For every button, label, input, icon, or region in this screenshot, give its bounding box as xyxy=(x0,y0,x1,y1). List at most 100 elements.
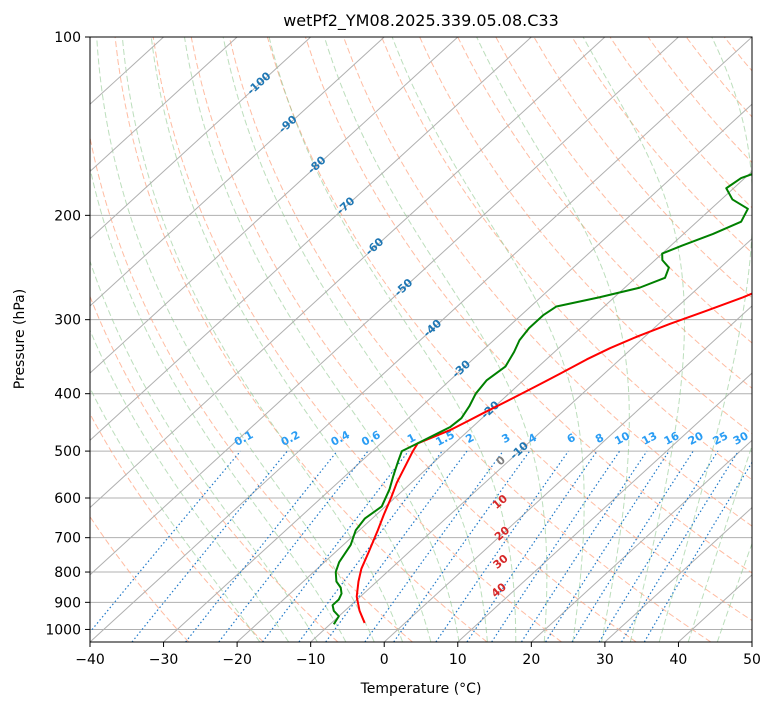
dry-adiabat-line xyxy=(533,37,752,299)
plot-area: -100-90-80-70-60-50-40-30-20-100.1 0.2 0.4… xyxy=(90,37,775,642)
dry-adiabat-label: -100 xyxy=(244,69,273,97)
mixing-ratio-label: 10 xyxy=(612,429,632,448)
moist-adiabat-line xyxy=(582,37,685,642)
isotherm-line xyxy=(90,37,312,240)
isotherm-line xyxy=(457,372,752,642)
x-tick-label: 40 xyxy=(670,652,688,668)
dry-adiabat-line xyxy=(266,37,752,622)
isotherm-line xyxy=(90,37,752,642)
x-axis-ticks: −40 −30 −20 −10 0 10 20 30 40 50 xyxy=(75,642,761,668)
mixing-ratio-line xyxy=(571,450,694,642)
mixing-ratio-label: 25 xyxy=(711,429,731,448)
dry-adiabat-line xyxy=(228,37,712,642)
moist-adiabat-line xyxy=(476,37,630,642)
dry-adiabat-line xyxy=(762,37,775,642)
plot-frame xyxy=(89,36,753,643)
x-tick-label: 50 xyxy=(743,652,761,668)
mixing-ratio-label: 6 xyxy=(565,431,578,446)
y-tick-label: 500 xyxy=(54,444,81,460)
dry-adiabat-line xyxy=(152,37,562,642)
moist-adiabat-line xyxy=(90,329,290,642)
isotherm-line xyxy=(90,37,459,374)
mixing-ratio-line xyxy=(520,450,648,642)
mixing-ratio-line xyxy=(218,450,369,642)
mixing-ratio-line xyxy=(325,450,468,642)
moist-adiabat-line xyxy=(658,37,752,642)
moist-adiabat-line xyxy=(121,37,404,642)
mixing-ratio-line xyxy=(90,450,241,634)
moist-adiabat-line xyxy=(96,37,375,642)
mixing-ratio-label: 0.6 xyxy=(359,428,383,449)
y-axis-title: Pressure (hPa) xyxy=(12,289,28,389)
moist-adiabats xyxy=(90,37,752,642)
profile-series xyxy=(331,173,752,625)
mixing-ratio-label: 0.1 xyxy=(232,428,255,449)
moist-adiabat-line xyxy=(90,259,318,642)
isotherm-line xyxy=(163,103,752,642)
moist-adiabat-label: 10 xyxy=(490,492,510,512)
dry-adiabat-line xyxy=(609,37,752,209)
mixing-ratio-line xyxy=(598,450,719,642)
x-tick-label: 10 xyxy=(449,652,467,668)
mixing-ratio-line xyxy=(545,450,670,642)
y-axis-ticks: 100 200 300 400 500 600 700 800 900 1000 xyxy=(45,30,90,638)
mixing-ratio-label: 13 xyxy=(640,429,660,448)
mixing-ratio-line xyxy=(435,450,569,642)
isotherm-line xyxy=(383,305,752,642)
dry-adiabat-line xyxy=(90,295,339,642)
dry-adiabat-line xyxy=(90,515,190,642)
dewpoint-profile-line xyxy=(331,173,752,625)
isotherm-line xyxy=(530,439,752,642)
pressure-gridlines xyxy=(90,37,752,630)
isotherm-line xyxy=(310,237,752,642)
dry-adiabat-line xyxy=(457,37,752,389)
mixing-ratio-line xyxy=(393,450,531,642)
dry-adiabat-line xyxy=(647,37,752,164)
x-tick-label: 30 xyxy=(596,652,614,668)
mixing-ratio-line xyxy=(643,461,752,642)
mixing-ratio-label: 3 xyxy=(500,431,513,446)
mixing-ratio-line xyxy=(262,450,410,642)
dry-adiabat-line xyxy=(723,37,752,72)
mixing-ratio-line xyxy=(491,450,621,642)
mixing-ratio-line xyxy=(131,450,288,642)
y-tick-label: 100 xyxy=(54,30,81,46)
x-tick-label: −20 xyxy=(222,652,252,668)
isotherm-line xyxy=(90,37,238,173)
x-tick-label: 0 xyxy=(380,652,389,668)
y-tick-label: 700 xyxy=(54,531,81,547)
x-axis-title: Temperature (°C) xyxy=(360,681,482,697)
y-tick-label: 300 xyxy=(54,313,81,329)
isotherms xyxy=(90,37,752,642)
isotherm-line xyxy=(90,37,532,442)
dry-adiabat-line xyxy=(495,37,752,344)
dry-adiabat-line xyxy=(685,37,752,118)
dry-adiabat-line xyxy=(304,37,752,574)
isotherm-line xyxy=(751,641,752,642)
mixing-ratio-line xyxy=(364,450,504,642)
mixing-ratio-line xyxy=(185,450,338,642)
mixing-ratio-label: 16 xyxy=(662,429,682,448)
moist-adiabat-line xyxy=(391,37,585,642)
moist-adiabat-label: 0 xyxy=(494,453,508,468)
mixing-ratio-line xyxy=(466,450,598,642)
x-tick-label: −40 xyxy=(75,652,105,668)
moist-adiabat-line xyxy=(323,37,548,642)
moist-adiabat-line xyxy=(90,386,261,642)
mixing-ratio-label: 36 xyxy=(752,429,772,448)
mixing-ratio-line xyxy=(298,450,443,642)
moist-adiabat-line xyxy=(150,37,432,642)
x-tick-label: 20 xyxy=(522,652,540,668)
mixing-ratio-label: 20 xyxy=(686,429,706,448)
temperature-profile-line xyxy=(355,292,752,624)
mixing-ratio-label: 0.4 xyxy=(329,428,353,449)
y-tick-label: 400 xyxy=(54,387,81,403)
mixing-ratio-lines xyxy=(90,450,752,642)
dry-adiabats xyxy=(90,37,775,642)
moist-adiabat-line xyxy=(183,37,460,642)
moist-adiabat-line xyxy=(687,443,752,642)
moist-adiabat-line xyxy=(268,37,517,642)
y-tick-label: 1000 xyxy=(45,622,81,638)
isotherm-line xyxy=(604,506,752,642)
